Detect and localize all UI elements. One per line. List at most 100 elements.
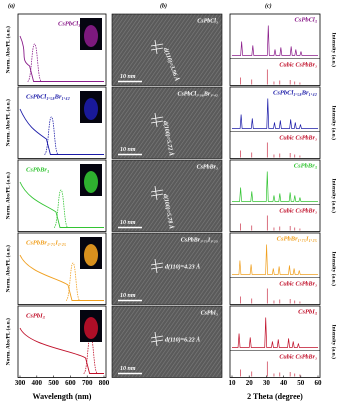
lattice-marker: [150, 258, 164, 274]
sample-name: CsPbCl₁.₅₈Br₁.₄₂: [26, 93, 70, 100]
absorption-curve: [19, 108, 104, 155]
sample-name: CsPbCl₃: [58, 20, 81, 27]
panel-frame: [229, 305, 321, 378]
panel-frame: [17, 305, 107, 378]
scale-label: 10 nm: [120, 293, 136, 299]
sample-name: CsPbBr₁.₇₅I₁.₂₅: [26, 239, 66, 246]
tem-shade: [112, 160, 222, 232]
xrd-pattern: [232, 171, 318, 202]
x-tick-label: 60: [315, 379, 323, 387]
x-tick-label: 10: [229, 379, 237, 387]
x-tick-label: 500: [48, 379, 59, 387]
pl-curve: [53, 189, 69, 228]
panel-frame: [229, 232, 321, 305]
xrd-pattern: [232, 317, 318, 348]
x-tick-label: 40: [280, 379, 288, 387]
y-axis-label: Intensity (a.u.): [331, 106, 338, 141]
photo-glow: [84, 244, 98, 266]
photo-glow: [84, 98, 98, 120]
reference-name: Cubic CsPbBr₃: [279, 136, 317, 142]
tem-image: [111, 159, 223, 232]
x-tick-label: 20: [246, 379, 254, 387]
reference-name: Cubic CsPbBr₃: [279, 282, 317, 288]
y-axis-label: Norm. Abs/PL (a.u.): [4, 172, 11, 219]
panel-frame: [229, 13, 321, 86]
lattice-marker: [150, 331, 164, 347]
reference-name: Cubic CsPbBr₃: [279, 63, 317, 69]
xrd-name: CsPbCl₁.₅₈Br₁.₄₂: [273, 89, 317, 96]
y-axis-label: Intensity (a.u.): [331, 325, 338, 360]
d-spacing: d(110)=6.22 Å: [165, 336, 200, 343]
tem-name: CsPbI₃: [201, 310, 218, 316]
xrd-name: CsPbBr₃: [294, 162, 317, 169]
absorption-curve: [19, 35, 104, 82]
xrd-pattern: [232, 25, 318, 56]
x-axis-label: 2 Theta (degree): [247, 392, 303, 401]
tem-shade: [112, 233, 222, 305]
sample-name: CsPbI₃: [26, 312, 45, 319]
panel-frame: [17, 13, 107, 86]
y-axis-label: Norm. Abs/PL (a.u.): [4, 245, 11, 292]
reference-name: Cubic CsPbBr₃: [279, 355, 317, 361]
panel-frame: [229, 86, 321, 159]
pl-curve: [27, 43, 42, 82]
panel-frame: [17, 159, 107, 232]
tem-image: [111, 86, 223, 159]
y-axis-label: Norm. Abs/PL (a.u.): [4, 318, 11, 365]
absorption-curve: [19, 181, 104, 228]
lattice-marker: [150, 185, 164, 201]
reference-name: Cubic CsPbBr₃: [279, 209, 317, 215]
x-tick-label: 30: [263, 379, 271, 387]
d-spacing: d(110)=4.23 Å: [165, 263, 200, 270]
xrd-name: CsPbI₃: [298, 308, 317, 315]
tem-name: CsPbCl₁.₅₈Br₁.₄₂: [177, 91, 218, 97]
xrd-pattern: [232, 98, 318, 129]
xrd-pattern: [232, 244, 318, 275]
panel-label: (a): [8, 2, 15, 9]
tem-image: [111, 13, 223, 86]
y-axis-label: Intensity (a.u.): [331, 252, 338, 287]
panel-label: (c): [265, 2, 272, 9]
xrd-name: CsPbCl₃: [295, 16, 318, 23]
y-axis-label: Norm. Abs/PL (a.u.): [4, 99, 11, 146]
sample-name: CsPbBr₃: [26, 166, 49, 173]
x-tick-label: 600: [65, 379, 76, 387]
panel-frame: [17, 232, 107, 305]
photo-glow: [84, 25, 98, 47]
scale-label: 10 nm: [120, 220, 136, 226]
x-tick-label: 700: [82, 379, 93, 387]
tem-shade: [112, 14, 222, 86]
tem-name: CsPbCl₃: [197, 18, 218, 24]
y-axis-label: Norm. Abs/PL (a.u.): [4, 26, 11, 73]
tem-name: CsPbBr₃: [197, 164, 218, 170]
panel-frame: [229, 159, 321, 232]
pl-curve: [44, 116, 59, 155]
pl-curve: [65, 262, 81, 301]
scale-label: 10 nm: [120, 147, 136, 153]
x-tick-label: 50: [297, 379, 305, 387]
tem-shade: [112, 87, 222, 159]
tem-image: [111, 305, 223, 378]
scale-label: 10 nm: [120, 366, 136, 372]
panel-label: (b): [160, 2, 167, 9]
x-axis-label: Wavelength (nm): [33, 392, 92, 401]
absorption-curve: [19, 254, 104, 301]
tem-image: [111, 232, 223, 305]
x-tick-label: 800: [99, 379, 110, 387]
scale-label: 10 nm: [120, 74, 136, 80]
xrd-name: CsPbBr₁.₇₅I₁.₂₅: [277, 235, 317, 242]
y-axis-label: Intensity (a.u.): [331, 179, 338, 214]
x-tick-label: 400: [32, 379, 43, 387]
absorption-curve: [19, 327, 104, 374]
lattice-marker: [150, 39, 164, 55]
lattice-marker: [150, 112, 164, 128]
y-axis-label: Intensity (a.u.): [331, 33, 338, 68]
tem-shade: [112, 306, 222, 378]
x-tick-label: 300: [15, 379, 26, 387]
tem-name: CsPbBr₁.₇₅I₁.₂₅: [181, 237, 218, 243]
photo-glow: [84, 171, 98, 193]
photo-glow: [84, 317, 98, 339]
panel-frame: [17, 86, 107, 159]
